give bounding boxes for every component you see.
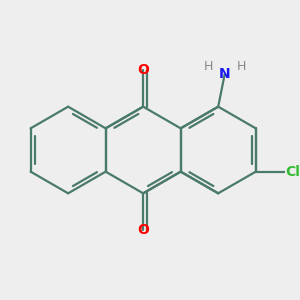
Text: N: N <box>219 67 230 81</box>
Text: H: H <box>203 60 213 73</box>
Text: O: O <box>137 223 149 237</box>
Text: H: H <box>236 60 246 73</box>
Text: Cl: Cl <box>285 165 300 179</box>
Text: O: O <box>137 63 149 77</box>
